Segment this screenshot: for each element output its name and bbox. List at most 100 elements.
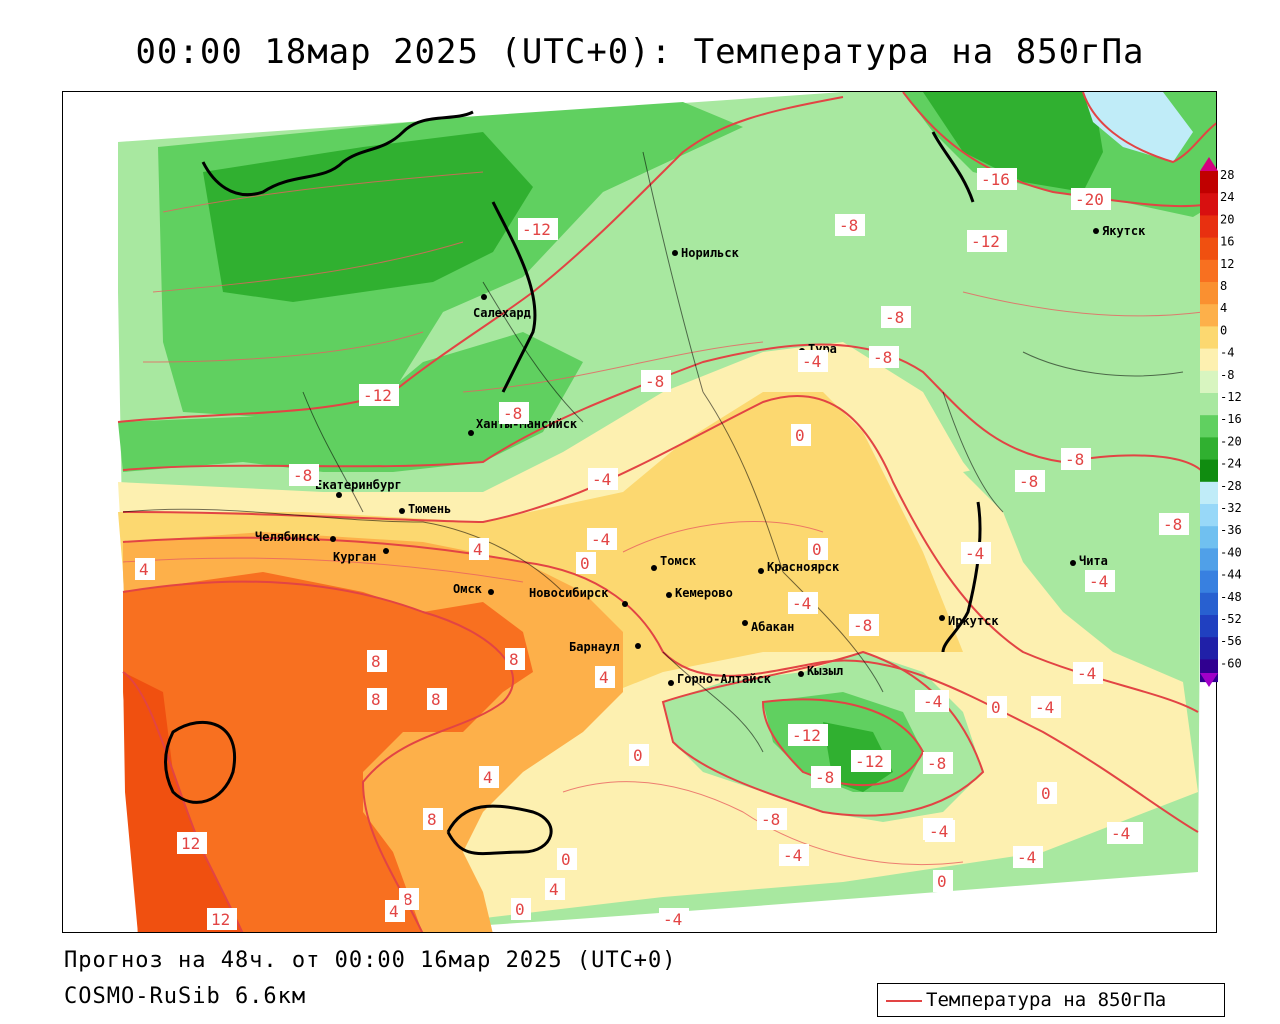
temperature-map: Норильск Якутск Салехард Тура Ханты-Манс… <box>63 92 1216 932</box>
color-scale-tick-label: 16 <box>1220 235 1234 249</box>
svg-text:-4: -4 <box>1089 572 1108 591</box>
svg-text:-4: -4 <box>929 822 948 841</box>
svg-text:Кызыл: Кызыл <box>807 664 843 678</box>
svg-text:Екатеринбург: Екатеринбург <box>315 478 402 492</box>
isotherm-label: -20 <box>1071 188 1111 210</box>
isotherm-label: -16 <box>977 168 1017 190</box>
svg-text:Кемерово: Кемерово <box>675 586 733 600</box>
isotherm-label: 4 <box>469 538 489 560</box>
svg-text:-4: -4 <box>592 470 611 489</box>
color-scale-ticks: 28 24 20 16 12 8 4 0 -4 -8 -12 -16 -20 -24 -28 -32 -36 -4… <box>1220 168 1242 670</box>
color-scale-tick-label: -56 <box>1220 634 1242 648</box>
color-scale-tick-label: 4 <box>1220 301 1227 315</box>
color-scale-bottom-arrow <box>1200 673 1218 687</box>
isotherm-label: 12 <box>207 908 237 930</box>
svg-text:-8: -8 <box>839 216 858 235</box>
isotherm-label: -8 <box>881 306 911 328</box>
map-title: 00:00 18мар 2025 (UTC+0): Температура на… <box>135 32 1145 72</box>
isotherm-label: 8 <box>367 650 387 672</box>
svg-text:-4: -4 <box>1077 664 1096 683</box>
svg-text:Чита: Чита <box>1079 554 1108 568</box>
svg-text:0: 0 <box>561 850 571 869</box>
color-scale-cell <box>1200 504 1218 527</box>
isotherm-label: -4 <box>925 820 955 842</box>
zone-red-orange <box>123 672 243 932</box>
city-kemerovo: Кемерово <box>666 586 733 600</box>
color-scale-cell <box>1200 193 1218 216</box>
svg-text:Салехард: Салехард <box>473 306 531 320</box>
color-scale-cell <box>1200 637 1218 660</box>
isotherm-label: -8 <box>1159 513 1189 535</box>
color-scale-cell <box>1200 548 1218 572</box>
color-scale-cell <box>1200 282 1218 305</box>
color-scale-cell <box>1200 481 1218 505</box>
isotherm-label: -4 <box>587 528 617 550</box>
svg-text:Курган: Курган <box>333 550 376 564</box>
zone-light-blue-ne <box>1083 92 1193 162</box>
isotherm-label: 0 <box>933 870 953 892</box>
svg-text:Челябинск: Челябинск <box>255 530 321 544</box>
isotherm-label: -12 <box>518 218 558 240</box>
isotherm-label: 12 <box>177 832 207 854</box>
color-scale-tick-label: -32 <box>1220 501 1242 515</box>
city-irkutsk: Иркутск <box>939 614 999 628</box>
color-scale-tick-label: 0 <box>1220 323 1227 337</box>
isotherm-label: -8 <box>757 808 787 830</box>
svg-text:0: 0 <box>1041 784 1051 803</box>
svg-text:8: 8 <box>431 690 441 709</box>
isotherm-label: 4 <box>385 900 405 922</box>
svg-text:4: 4 <box>473 540 483 559</box>
svg-text:-4: -4 <box>1035 698 1054 717</box>
svg-text:-12: -12 <box>855 752 884 771</box>
isotherm-labels: -16 -20 -12 -8 -12 -8 -8 -8 -12 -8 -8 -8… <box>135 168 1189 930</box>
svg-text:Тюмень: Тюмень <box>408 502 451 516</box>
color-scale-tick-label: 20 <box>1220 212 1234 226</box>
city-salekhard: Салехард <box>473 294 531 320</box>
svg-text:Абакан: Абакан <box>751 620 794 634</box>
isotherm-label: -8 <box>289 464 319 486</box>
svg-text:-8: -8 <box>761 810 780 829</box>
svg-text:-12: -12 <box>522 220 551 239</box>
color-scale-tick-label: -12 <box>1220 390 1242 404</box>
city-gorno-altaysk: Горно-Алтайск <box>668 672 772 686</box>
color-scale-tick-label: -4 <box>1220 346 1234 360</box>
svg-text:-8: -8 <box>1163 515 1182 534</box>
color-scale-tick-label: 24 <box>1220 190 1234 204</box>
svg-text:8: 8 <box>403 890 413 909</box>
svg-text:-4: -4 <box>783 846 802 865</box>
city-tomsk: Томск <box>651 554 697 571</box>
isotherm-label: -8 <box>499 402 529 424</box>
isotherm-label: -8 <box>1015 470 1045 492</box>
color-scale-cell <box>1200 304 1218 327</box>
svg-text:Иркутск: Иркутск <box>948 614 999 628</box>
svg-text:4: 4 <box>389 902 399 921</box>
model-name: COSMO-RuSib 6.6км <box>64 984 307 1009</box>
color-scale-cell <box>1200 415 1218 438</box>
city-novosibirsk: Новосибирск <box>529 586 628 607</box>
svg-text:-8: -8 <box>293 466 312 485</box>
color-scale-tick-label: 28 <box>1220 168 1234 182</box>
svg-text:0: 0 <box>633 746 643 765</box>
isotherm-label: -8 <box>835 214 865 236</box>
isotherm-label: 0 <box>557 848 577 870</box>
city-krasnoyarsk: Красноярск <box>758 560 840 574</box>
svg-text:4: 4 <box>139 560 149 579</box>
isotherm-label: -4 <box>1013 846 1043 868</box>
zone-green-west <box>118 332 583 472</box>
color-scale-cell <box>1200 615 1218 638</box>
svg-text:Омск: Омск <box>453 582 483 596</box>
city-abakan: Абакан <box>742 620 794 634</box>
forecast-info: Прогноз на 48ч. от 00:00 16мар 2025 (UTC… <box>64 948 677 973</box>
svg-text:-8: -8 <box>645 372 664 391</box>
color-scale-tick-label: 12 <box>1220 257 1234 271</box>
city-barnaul: Барнаул <box>569 640 641 654</box>
svg-text:-8: -8 <box>1065 450 1084 469</box>
isotherm-label: -12 <box>851 750 891 772</box>
isotherm-label: -8 <box>923 752 953 774</box>
isotherm-label: 4 <box>595 666 615 688</box>
color-scale-tick-label: -60 <box>1220 656 1242 670</box>
isotherm-label: -4 <box>961 542 991 564</box>
isotherm-label: -4 <box>919 690 949 712</box>
svg-text:-8: -8 <box>815 768 834 787</box>
svg-text:-4: -4 <box>792 594 811 613</box>
